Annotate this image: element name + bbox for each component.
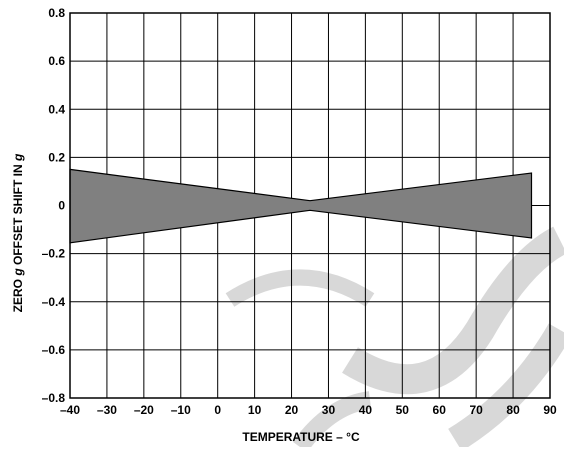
watermark [225, 226, 564, 452]
x-tick-label: 30 [322, 403, 336, 417]
y-tick-label: –0.2 [42, 247, 66, 261]
x-tick-label: 80 [506, 403, 520, 417]
y-tick-label: 0.2 [48, 150, 65, 164]
x-tick-label: 60 [433, 403, 447, 417]
x-tick-labels: –40 –30 –20 –10 0 10 20 30 40 50 60 70 80 90 [60, 403, 557, 417]
y-tick-label: –0.6 [42, 343, 66, 357]
x-tick-label: 90 [543, 403, 557, 417]
y-tick-labels: 0.8 0.6 0.4 0.2 0 –0.2 –0.4 –0.6 –0.8 [42, 6, 66, 405]
plot-border [69, 12, 551, 399]
x-tick-label: 0 [214, 403, 221, 417]
offset-band [69, 168, 533, 244]
offset-band-area [69, 168, 533, 244]
y-tick-label: 0 [58, 199, 65, 213]
y-axis-title: ZERO g OFFSET SHIFT IN g [11, 153, 25, 312]
watermark-stroke [292, 391, 372, 452]
y-tick-label: 0.8 [48, 6, 65, 20]
y-tick-label: –0.4 [42, 295, 66, 309]
x-tick-label: –10 [171, 403, 191, 417]
x-tick-label: 20 [285, 403, 299, 417]
x-tick-label: –20 [134, 403, 154, 417]
y-tick-label: 0.4 [48, 102, 65, 116]
y-tick-label: 0.6 [48, 54, 65, 68]
y-tick-label: –0.8 [42, 391, 66, 405]
y-axis-title-g: g [11, 268, 25, 277]
x-tick-label: 50 [396, 403, 410, 417]
x-tick-label: 40 [359, 403, 373, 417]
x-tick-label: –30 [97, 403, 117, 417]
y-axis-title-g: g [11, 153, 25, 162]
x-tick-label: 10 [248, 403, 262, 417]
watermark-stroke [225, 269, 375, 307]
plot-frame [69, 12, 551, 399]
x-tick-label: –40 [60, 403, 80, 417]
y-axis-title-part: ZERO [11, 276, 25, 313]
x-tick-label: 70 [469, 403, 483, 417]
x-axis-title: TEMPERATURE – °C [242, 430, 360, 444]
y-axis-title-part: OFFSET SHIFT IN [11, 161, 25, 268]
watermark-stroke [342, 226, 564, 395]
